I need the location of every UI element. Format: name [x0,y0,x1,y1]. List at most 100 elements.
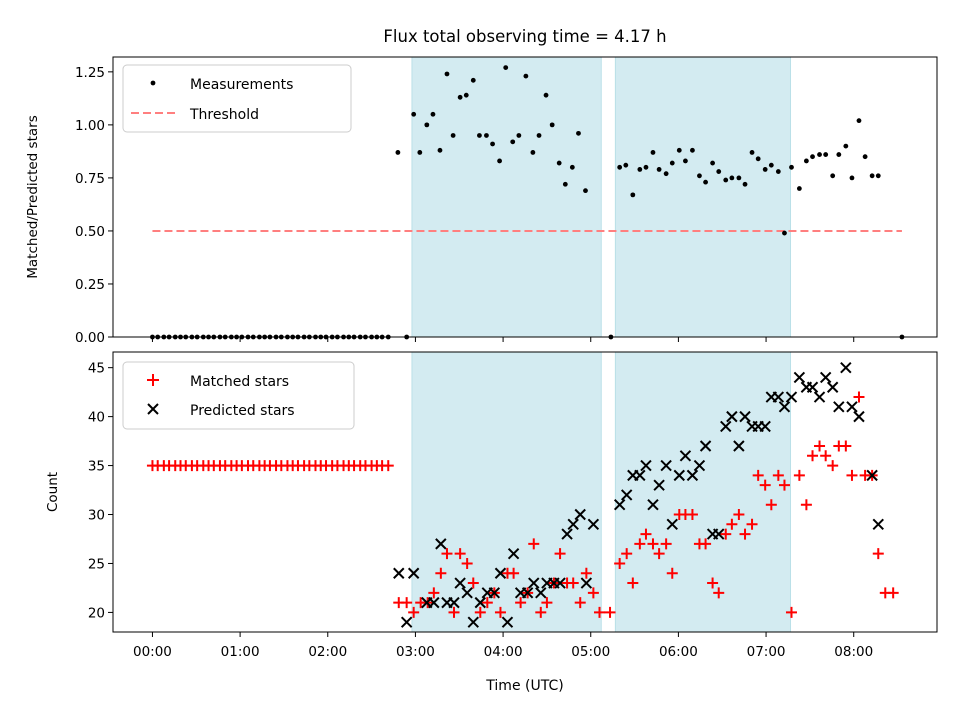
measurement-point [543,92,549,98]
measurement-point [803,158,809,164]
measurement-point [444,71,450,77]
bottom-x-axis: 00:00 01:00 02:00 03:00 04:00 05:00 06:00 07:00… [133,632,873,660]
measurement-point [796,186,802,191]
bottom-y-tick-label: 40 [88,410,105,426]
matched-star-point [382,460,394,472]
predicted-star-point [521,587,534,599]
predicted-star-point [819,371,832,384]
matched-star-point [461,557,473,569]
top-y-tick-label: 1.25 [75,65,105,81]
measurement-point [782,230,787,236]
measurement-point [516,133,522,138]
matched-star-point [508,567,520,579]
matched-star-point [574,597,586,609]
top-y-axis: 0.00 0.25 0.50 0.75 1.00 1.25 [75,65,113,346]
matched-star-point [800,499,812,511]
measurement-point [643,164,649,170]
measurement-point [742,181,748,187]
top-y-tick-label: 1.00 [75,118,105,134]
predicted-star-point [772,391,785,403]
matched-star-point [726,518,738,530]
predicted-star-point [640,459,652,472]
x-tick-label: 02:00 [308,644,347,660]
matched-star-point [567,577,579,589]
matched-star-point [759,479,771,491]
measurement-point [856,118,862,124]
measurement-point [703,179,708,185]
measurement-point [484,133,489,138]
predicted-star-point [693,459,706,472]
matched-star-point [515,597,527,609]
bottom-y-tick-label: 25 [88,556,105,572]
predicted-star-point [813,391,826,403]
predicted-star-point [407,567,420,579]
matched-star-point [614,557,626,569]
matched-star-point [481,597,493,609]
measurement-point [789,164,794,170]
predicted-star-point [826,381,839,393]
count-points [146,361,899,628]
measurement-point [490,141,495,147]
predicted-star-point [528,577,540,589]
bottom-y-tick-label: 35 [88,459,105,475]
top-y-tick-label: 0.75 [75,171,105,187]
matched-star-point [528,538,540,550]
measurement-point [536,133,542,138]
matched-star-point [814,440,826,452]
chart-title: Flux total observing time = 4.17 h [383,27,666,46]
top-panel: 0.00 0.25 0.50 0.75 1.00 1.25 Matched/Predict… [25,56,938,346]
predicted-star-point [634,469,646,482]
measurement-point [530,150,536,155]
matched-star-point [686,509,698,521]
matched-star-point [733,509,745,521]
shaded-interval-2 [614,56,792,338]
measurement-point [836,152,842,157]
x-tick-label: 05:00 [571,644,610,660]
x-tick-label: 00:00 [133,644,172,660]
legend-predicted-label: Predicted stars [190,403,295,419]
shaded-interval-1 [411,351,602,633]
measurement-point [623,162,629,168]
measurement-point [749,150,755,155]
bottom-legend: Matched stars Predicted stars [122,361,355,430]
measurement-point [690,147,695,153]
x-tick-label: 04:00 [484,644,523,660]
measurement-point [762,167,768,172]
measurement-point [650,150,656,155]
bottom-y-axis: 20 25 30 35 40 45 [88,361,113,621]
top-y-tick-label: 0.00 [75,330,105,346]
matched-star-point [448,606,460,618]
matched-star-point [853,391,865,403]
x-tick-label: 07:00 [747,644,786,660]
measurement-point [457,94,463,100]
measurement-point [862,154,868,160]
matched-star-point [467,577,479,589]
predicted-star-point [673,469,685,482]
measurement-point [669,160,675,166]
predicted-star-point [785,391,798,403]
predicted-star-point [778,401,791,413]
matched-star-point [713,587,725,599]
predicted-star-point [574,508,586,521]
predicted-star-point [666,518,678,531]
matched-star-point [720,528,732,540]
measurement-point [656,167,662,172]
measurement-point [583,188,588,194]
predicted-star-point [554,577,566,589]
predicted-star-point [679,450,692,462]
matched-star-point [580,567,592,579]
measurement-point [723,177,729,183]
predicted-star-point [488,587,501,599]
measurement-point [637,167,643,172]
matched-star-point [785,606,797,618]
measurement-point [470,77,476,83]
matched-star-point [554,548,566,560]
predicted-star-point [454,577,466,589]
predicted-star-point [846,401,858,413]
matched-star-point [772,469,784,481]
matched-star-point [441,548,453,560]
matched-star-point [428,587,440,599]
predicted-star-point [448,596,460,609]
matched-star-point [660,538,672,550]
measurement-point [697,173,702,179]
